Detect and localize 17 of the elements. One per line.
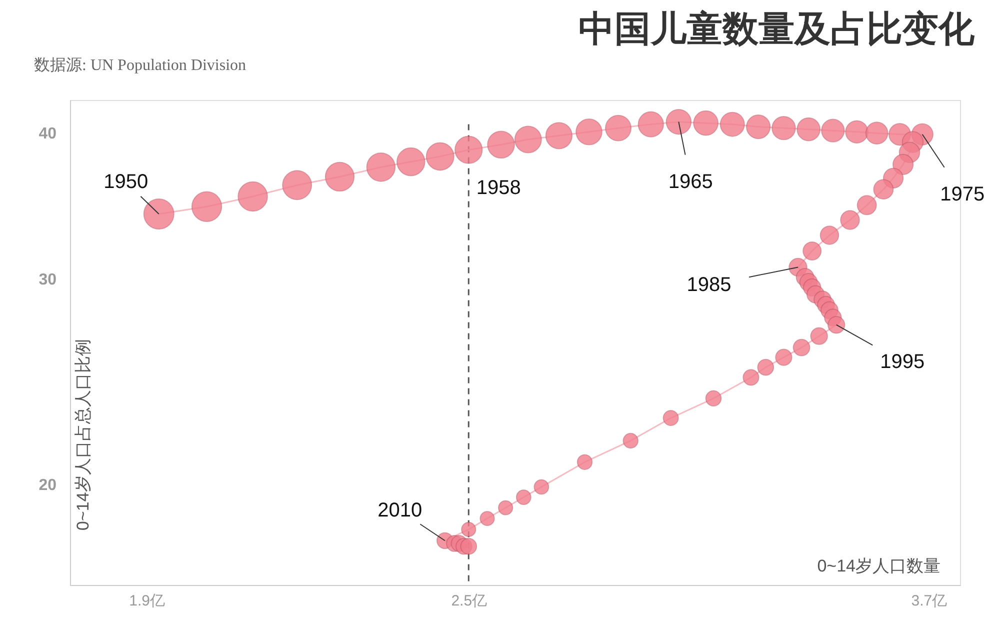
text: 数据源: UN Population Division <box>34 57 246 74</box>
x-tick-label: 1.9亿 <box>129 592 165 610</box>
annotation: 1965 <box>668 170 713 193</box>
y-axis-title: 0~14岁人口占总人口比例 <box>74 339 92 530</box>
annotation: 1995 <box>880 350 925 373</box>
chart-title: 中国儿童数量及占比变化 <box>578 8 976 49</box>
x-axis-title: 0~14岁人口数量 <box>817 556 940 576</box>
y-tick-label: 30 <box>38 271 57 288</box>
annotation: 1975 <box>940 183 985 206</box>
y-tick-label: 40 <box>38 126 57 143</box>
annotation: 1985 <box>686 274 732 296</box>
x-tick-label: 3.7亿 <box>911 592 948 610</box>
annotation: 1958 <box>476 176 521 199</box>
x-tick-label: 2.5亿 <box>451 592 488 610</box>
y-tick-label: 20 <box>38 476 57 494</box>
annotation: 2010 <box>378 500 422 522</box>
annotation: 1950 <box>104 170 148 193</box>
